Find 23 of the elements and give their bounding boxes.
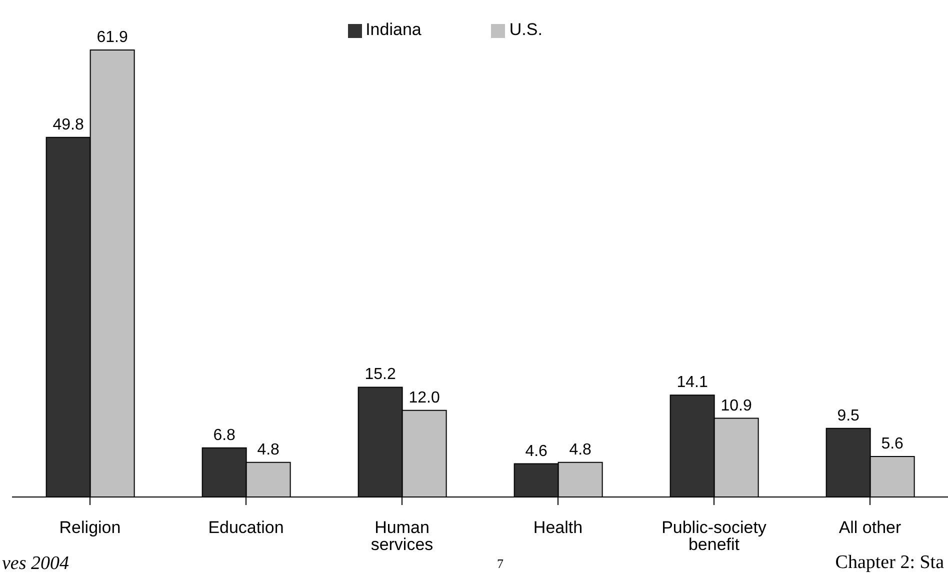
data-label: 5.6 [881, 436, 904, 453]
x-tick-label: Health [533, 518, 583, 538]
legend-label: U.S. [509, 20, 542, 39]
text: 7 [497, 556, 504, 572]
data-label: 14.1 [676, 374, 708, 392]
data-label: 15.2 [364, 366, 396, 384]
x-tick-label: Human services [370, 518, 434, 554]
data-label: 9.5 [837, 407, 860, 424]
x-tick-label: Education [208, 518, 284, 538]
text: ves 2004 [2, 553, 70, 575]
data-label: 4.6 [525, 442, 548, 460]
data-label: 6.8 [213, 426, 236, 444]
x-tick-label: All other [838, 518, 902, 538]
data-label: 12.0 [408, 389, 440, 406]
data-label: 61.9 [96, 29, 128, 46]
data-label: 10.9 [720, 397, 752, 414]
x-tick-label: Religion [59, 518, 121, 538]
data-label: 4.8 [257, 441, 280, 458]
legend-label: Indiana [366, 20, 422, 39]
text: Chapter 2: Sta [835, 552, 944, 574]
data-label: 49.8 [52, 116, 84, 134]
data-label: 4.8 [569, 441, 592, 458]
x-tick-label: Public-society benefit [662, 518, 767, 554]
